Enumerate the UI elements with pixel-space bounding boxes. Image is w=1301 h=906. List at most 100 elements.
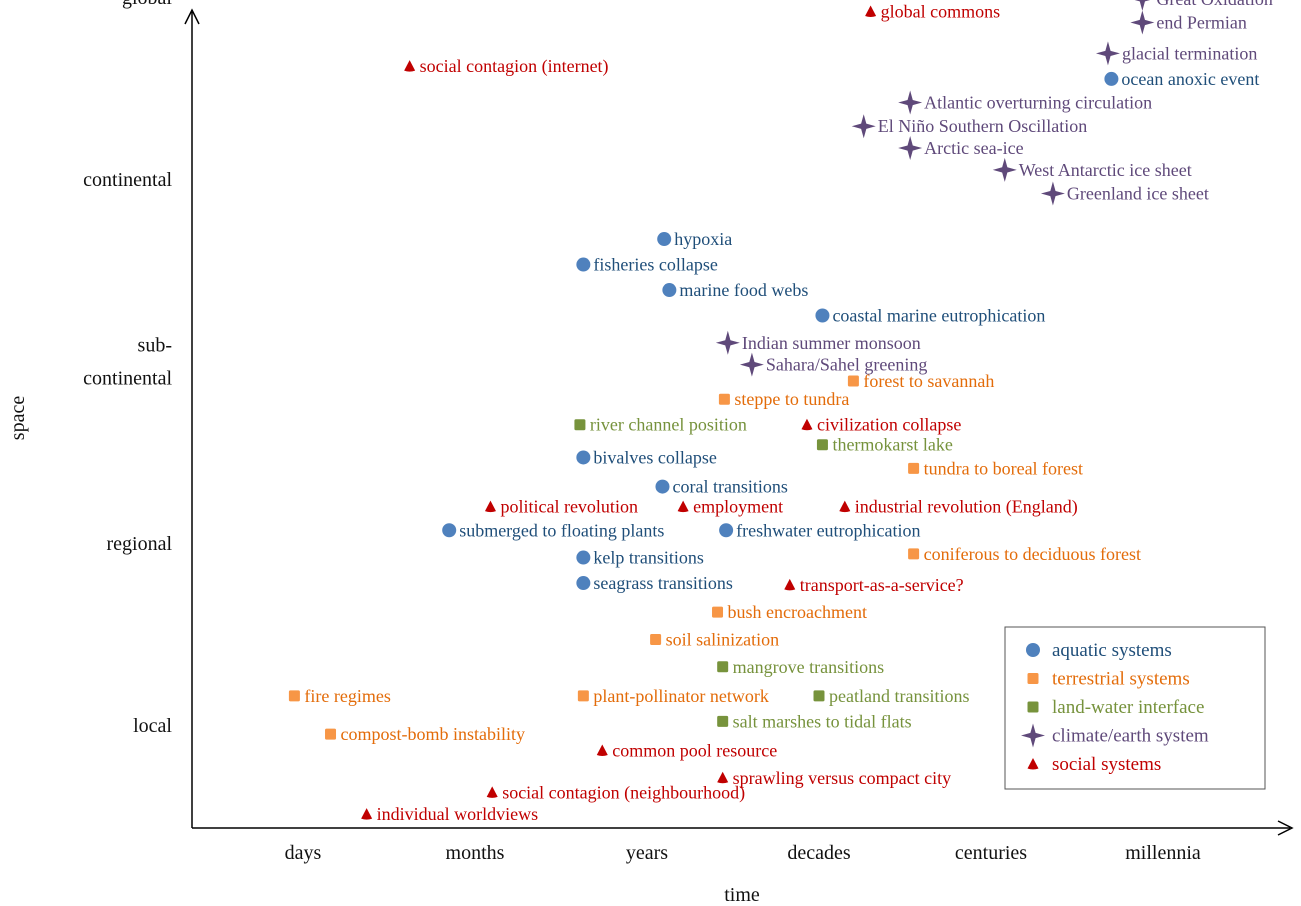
social-marker [678,501,689,512]
terrestrial-marker [289,690,300,701]
terrestrial-marker [650,634,661,645]
point-label: Arctic sea-ice [924,138,1023,158]
point-label: thermokarst lake [832,435,952,455]
point-label: coastal marine eutrophication [832,306,1045,326]
aquatic-marker [655,480,669,494]
point-el-ni-o-southern-oscillation: El Niño Southern Oscillation [852,114,1087,138]
climate-marker [852,114,876,138]
aquatic-marker [576,450,590,464]
climate-marker [716,331,740,355]
point-civilization-collapse: civilization collapse [801,415,961,435]
legend-marker-landwater [1028,702,1039,713]
social-marker [361,808,372,820]
point-river-channel-position: river channel position [574,415,746,435]
aquatic-marker [576,551,590,565]
social-marker [597,744,608,756]
point-label: Great Oxidation [1156,0,1272,9]
point-coral-transitions: coral transitions [655,477,787,497]
point-submerged-to-floating-plants: submerged to floating plants [442,520,664,540]
climate-marker [1041,182,1065,206]
point-individual-worldviews: individual worldviews [361,804,538,824]
x-tick-millennia: millennia [1125,842,1201,864]
social-marker [839,501,850,512]
social-marker [801,419,812,431]
aquatic-marker [719,523,733,537]
y-tick-sub-continental-line-2: continental [83,368,172,390]
point-freshwater-eutrophication: freshwater eutrophication [719,520,920,540]
point-steppe-to-tundra: steppe to tundra [719,389,849,409]
point-label: sprawling versus compact city [733,768,951,788]
point-end-permian: end Permian [1130,10,1246,34]
point-label: salt marshes to tidal flats [733,711,912,731]
point-political-revolution: political revolution [485,497,638,517]
point-label: political revolution [500,497,637,517]
point-label: common pool resource [612,740,777,760]
point-label: social contagion (internet) [420,56,609,77]
point-marine-food-webs: marine food webs [662,280,808,300]
legend-label: social systems [1052,754,1161,775]
point-label: end Permian [1156,12,1246,32]
landwater-marker [717,661,728,672]
climate-marker [993,158,1017,182]
terrestrial-marker [578,690,589,701]
x-tick-centuries: centuries [955,842,1027,864]
point-label: seagrass transitions [593,573,732,593]
aquatic-marker [576,258,590,272]
point-salt-marshes-to-tidal-flats: salt marshes to tidal flats [717,711,911,731]
point-label: tundra to boreal forest [924,458,1083,478]
social-marker [485,501,496,512]
point-common-pool-resource: common pool resource [597,740,777,760]
legend-label: aquatic systems [1052,640,1172,661]
point-soil-salinization: soil salinization [650,629,779,649]
x-tick-days: days [285,842,322,864]
point-sahara-sahel-greening: Sahara/Sahel greening [740,353,927,377]
point-label: Indian summer monsoon [742,333,921,353]
social-marker [784,579,795,591]
point-tundra-to-boreal-forest: tundra to boreal forest [908,458,1083,478]
aquatic-marker [442,523,456,537]
point-label: compost-bomb instability [341,724,526,744]
legend-item-landwater: land-water interface [1028,697,1205,718]
point-bush-encroachment: bush encroachment [712,602,867,622]
landwater-marker [817,439,828,450]
point-label: industrial revolution (England) [855,497,1078,518]
point-global-commons: global commons [865,2,1000,22]
y-tick-continental: continental [83,169,172,191]
point-label: steppe to tundra [734,389,849,409]
point-coastal-marine-eutrophication: coastal marine eutrophication [815,306,1045,326]
point-west-antarctic-ice-sheet: West Antarctic ice sheet [993,158,1192,182]
point-label: coral transitions [672,477,787,497]
point-thermokarst-lake: thermokarst lake [817,435,953,455]
point-plant-pollinator-network: plant-pollinator network [578,686,769,706]
terrestrial-marker [908,463,919,474]
point-label: mangrove transitions [733,657,884,677]
legend-marker-aquatic [1026,643,1040,657]
point-label: coniferous to deciduous forest [924,544,1141,564]
legend-label: climate/earth system [1052,726,1209,747]
climate-marker [1130,10,1154,34]
point-greenland-ice-sheet: Greenland ice sheet [1041,182,1209,206]
point-label: employment [693,497,783,517]
point-label: river channel position [590,415,747,435]
y-axis-title: space [7,396,29,441]
point-label: peatland transitions [829,686,969,706]
point-coniferous-to-deciduous-forest: coniferous to deciduous forest [908,544,1141,564]
point-social-contagion-internet: social contagion (internet) [404,56,608,77]
climate-marker [898,136,922,160]
point-label: El Niño Southern Oscillation [878,116,1087,136]
point-label: West Antarctic ice sheet [1019,160,1192,180]
social-marker [404,60,415,72]
x-tick-months: months [446,842,505,864]
point-kelp-transitions: kelp transitions [576,548,704,568]
y-tick-regional: regional [106,533,172,555]
point-seagrass-transitions: seagrass transitions [576,573,732,593]
aquatic-marker [662,283,676,297]
y-tick-sub-continental-line-1: sub- [138,335,172,357]
point-fire-regimes: fire regimes [289,686,391,706]
point-label: freshwater eutrophication [736,520,920,540]
point-arctic-sea-ice: Arctic sea-ice [898,136,1023,160]
point-label: global commons [881,2,1001,22]
point-label: kelp transitions [593,548,704,568]
point-label: fisheries collapse [593,255,717,275]
